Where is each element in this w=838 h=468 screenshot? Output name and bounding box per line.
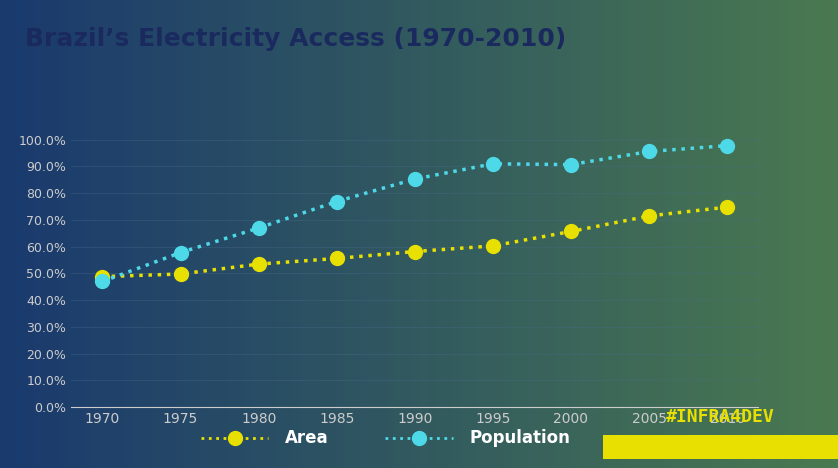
Text: #INFRA4DEV: #INFRA4DEV [666, 408, 775, 425]
Text: Population: Population [469, 429, 570, 446]
FancyBboxPatch shape [603, 435, 838, 459]
Text: Area: Area [285, 429, 328, 446]
Text: BLOG SERIES: BLOG SERIES [683, 442, 758, 453]
Text: Brazil’s Electricity Access (1970-2010): Brazil’s Electricity Access (1970-2010) [25, 27, 566, 51]
